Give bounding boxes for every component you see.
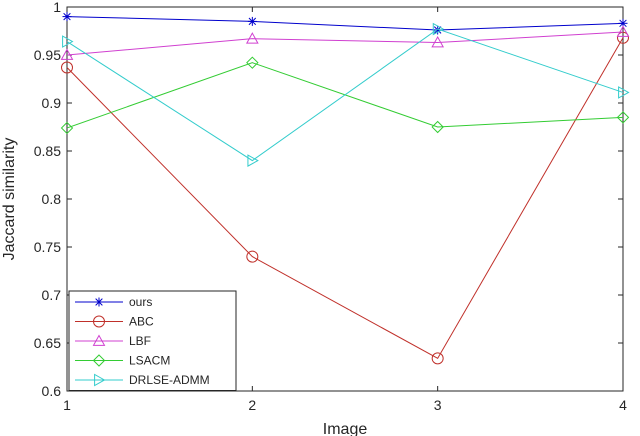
data-point [432, 22, 445, 36]
series-line [66, 16, 624, 31]
y-tick-label: 0.7 [42, 287, 62, 303]
data-point [61, 61, 73, 74]
series-lbf [60, 25, 630, 60]
legend: ours ABC LBF LSACM DRLSE-ADMM [68, 290, 237, 391]
data-point [247, 16, 257, 26]
data-point [246, 250, 259, 263]
legend-label: LSACM [129, 354, 170, 368]
data-point [60, 121, 74, 135]
data-point [431, 35, 445, 48]
y-tick-label: 0.85 [34, 143, 61, 159]
legend-marker [93, 315, 105, 328]
legend-item: DRLSE-ADMM [75, 373, 210, 387]
legend-label: LBF [129, 334, 151, 348]
data-point [616, 111, 630, 124]
legend-marker [94, 373, 106, 387]
data-point [245, 32, 259, 44]
data-point [247, 154, 259, 167]
series-drlse-admm [62, 22, 630, 167]
x-tick-label: 1 [63, 397, 71, 413]
data-point [246, 56, 259, 69]
y-tick-label: 0.95 [34, 47, 61, 63]
x-tick-label: 4 [619, 397, 627, 413]
data-point [62, 12, 72, 22]
data-point [62, 35, 74, 48]
legend-item: LBF [75, 334, 151, 348]
legend-marker [94, 297, 104, 307]
legend-marker [92, 334, 106, 346]
data-point [431, 352, 444, 365]
x-axis-label: Image [323, 421, 368, 436]
series-line [66, 31, 624, 56]
y-axis-label: Jaccard similarity [1, 138, 18, 261]
axis-ticks: 1 2 3 4 0.6 0.65 0.7 0.75 0.8 0.85 0.9 0.95 1 [34, 0, 627, 413]
legend-marker [92, 354, 106, 367]
y-tick-label: 0.8 [42, 191, 62, 207]
y-tick-label: 0.6 [42, 383, 62, 399]
series-line [66, 37, 624, 360]
x-tick-label: 3 [434, 397, 442, 413]
y-tick-label: 0.75 [34, 239, 61, 255]
data-point [618, 86, 630, 99]
y-tick-label: 0.65 [34, 335, 61, 351]
legend-item: ABC [75, 315, 154, 329]
legend-item: ours [75, 295, 152, 309]
data-point [616, 25, 630, 37]
y-tick-label: 1 [53, 0, 61, 15]
data-point [60, 48, 74, 60]
legend-label: ours [129, 295, 152, 309]
legend-label: ABC [129, 315, 154, 329]
series-group [60, 12, 630, 365]
data-point [431, 120, 444, 134]
y-tick-label: 0.9 [42, 95, 62, 111]
x-tick-label: 2 [248, 397, 256, 413]
legend-label: DRLSE-ADMM [129, 373, 210, 387]
legend-item: LSACM [75, 354, 170, 368]
series-line [66, 28, 624, 162]
